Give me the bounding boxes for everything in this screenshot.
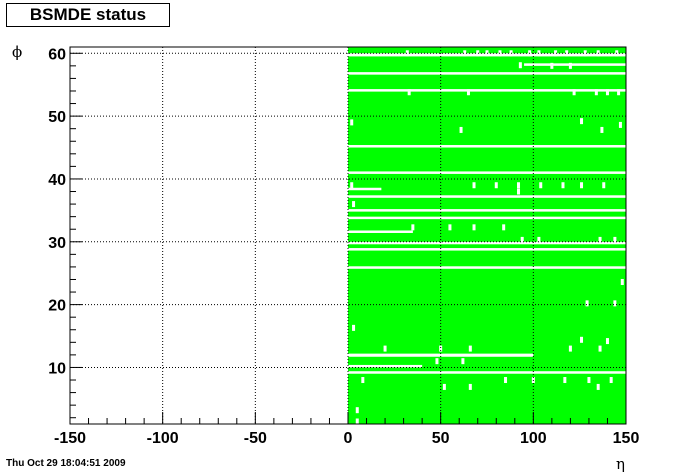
missing-cell — [361, 377, 365, 384]
missing-row — [348, 89, 626, 92]
missing-cell — [463, 50, 467, 57]
missing-cell — [613, 236, 617, 243]
y-tick-label: 30 — [48, 235, 66, 252]
missing-cell — [520, 236, 524, 243]
missing-cell — [476, 50, 480, 57]
missing-cell — [466, 89, 470, 96]
missing-cell — [350, 119, 354, 126]
missing-cell — [561, 182, 565, 189]
chart-title: BSMDE status — [6, 3, 170, 27]
missing-cell — [383, 345, 387, 352]
missing-cell — [568, 345, 572, 352]
missing-cell — [518, 62, 522, 69]
missing-cell — [598, 345, 602, 352]
missing-cell — [568, 62, 572, 69]
missing-cell — [459, 126, 463, 133]
missing-cell — [572, 89, 576, 96]
missing-cell — [502, 224, 506, 231]
missing-cell — [472, 182, 476, 189]
missing-cell — [565, 50, 569, 57]
missing-row — [348, 216, 626, 220]
missing-row — [348, 364, 423, 368]
plot-layer: -150 -100 -50 0 50 100 150 10 20 30 40 50 60 — [48, 46, 639, 447]
missing-cell — [600, 126, 604, 133]
missing-cell — [411, 224, 415, 231]
missing-cell — [580, 182, 584, 189]
missing-cell — [620, 278, 624, 285]
missing-cell — [355, 418, 359, 425]
missing-row — [348, 241, 626, 245]
missing-cell — [448, 224, 452, 231]
missing-cell — [537, 236, 541, 243]
missing-cell — [594, 89, 598, 96]
missing-row — [348, 371, 626, 374]
missing-cell — [617, 89, 621, 96]
y-tick-label: 50 — [48, 109, 66, 126]
missing-cell — [468, 345, 472, 352]
missing-cell — [350, 182, 354, 189]
missing-cell — [355, 407, 359, 414]
missing-cell — [563, 377, 567, 384]
missing-cell — [439, 345, 443, 352]
missing-row — [524, 63, 626, 66]
x-tick-label: 50 — [432, 430, 450, 447]
x-tick-label: 150 — [613, 430, 640, 447]
missing-cell — [461, 358, 465, 365]
missing-cell — [550, 62, 554, 69]
missing-row — [348, 209, 626, 212]
missing-cell — [613, 300, 617, 307]
missing-cell — [605, 338, 609, 345]
y-tick-label: 60 — [48, 46, 66, 63]
missing-cell — [580, 336, 584, 343]
missing-cell — [602, 182, 606, 189]
missing-cell — [504, 377, 508, 384]
missing-row — [348, 171, 626, 174]
missing-cell — [405, 50, 409, 57]
missing-cell — [618, 121, 622, 128]
missing-cell — [472, 224, 476, 231]
missing-cell — [598, 236, 602, 243]
x-tick-label: 100 — [520, 430, 547, 447]
missing-cell — [580, 118, 584, 125]
missing-cell — [435, 358, 439, 365]
missing-row — [348, 72, 626, 75]
missing-cell — [517, 188, 521, 195]
missing-cell — [585, 300, 589, 307]
missing-cell — [587, 377, 591, 384]
missing-row — [348, 187, 382, 191]
y-tick-label: 20 — [48, 298, 66, 315]
missing-cell — [442, 383, 446, 390]
active-region — [348, 47, 626, 424]
timestamp: Thu Oct 29 18:04:51 2009 — [6, 458, 126, 469]
missing-row — [348, 195, 626, 198]
y-axis-title: ϕ — [12, 43, 22, 61]
missing-cell — [352, 201, 356, 208]
missing-cell — [609, 377, 613, 384]
x-tick-label: -100 — [147, 430, 179, 447]
missing-row — [348, 230, 413, 233]
missing-cell — [517, 182, 521, 189]
x-tick-label: 0 — [344, 430, 353, 447]
x-tick-label: -150 — [54, 430, 86, 447]
y-tick-label: 40 — [48, 172, 66, 189]
missing-cell — [468, 383, 472, 390]
missing-cell — [596, 383, 600, 390]
missing-cell — [605, 89, 609, 96]
missing-row — [348, 266, 626, 269]
missing-cell — [583, 50, 587, 57]
missing-row — [348, 353, 534, 357]
x-tick-label: -50 — [244, 430, 267, 447]
x-axis-title: η — [616, 455, 625, 473]
y-tick-label: 10 — [48, 360, 66, 377]
missing-cell — [494, 182, 498, 189]
missing-cell — [539, 182, 543, 189]
missing-cell — [407, 89, 411, 96]
missing-cell — [554, 50, 558, 57]
missing-row — [348, 248, 626, 251]
missing-row — [348, 145, 626, 148]
missing-cell — [352, 324, 356, 331]
